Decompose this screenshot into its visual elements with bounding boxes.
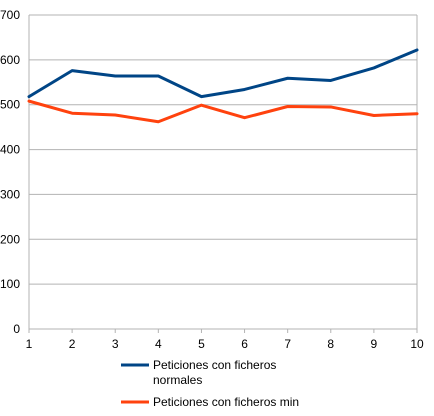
y-tick-label: 600 bbox=[0, 53, 20, 67]
x-tick-label: 2 bbox=[69, 337, 76, 351]
x-tick-label: 8 bbox=[327, 337, 334, 351]
x-tick-label: 4 bbox=[155, 337, 162, 351]
x-tick-label: 9 bbox=[371, 337, 378, 351]
legend-label: Peticiones con ficheros min bbox=[153, 395, 299, 409]
x-tick-label: 3 bbox=[112, 337, 119, 351]
series-line-2 bbox=[27, 99, 419, 124]
x-tick-label: 10 bbox=[410, 337, 424, 351]
y-tick-label: 700 bbox=[0, 8, 20, 22]
x-tick-label: 6 bbox=[241, 337, 248, 351]
legend-label: Peticiones con ficheros bbox=[153, 358, 276, 372]
x-tick-label: 1 bbox=[26, 337, 33, 351]
y-tick-label: 400 bbox=[0, 143, 20, 157]
x-tick-label: 5 bbox=[198, 337, 205, 351]
grid bbox=[28, 14, 418, 330]
y-axis-ticks: 0 100 200 300 400 500 600 700 bbox=[0, 8, 20, 336]
y-tick-label: 300 bbox=[0, 187, 20, 201]
y-tick-label: 0 bbox=[13, 322, 20, 336]
series-lines bbox=[27, 48, 419, 124]
y-tick-label: 100 bbox=[0, 277, 20, 291]
series-line-1 bbox=[27, 48, 419, 99]
x-tick-label: 7 bbox=[284, 337, 291, 351]
y-tick-label: 500 bbox=[0, 98, 20, 112]
legend-label: normales bbox=[153, 373, 202, 387]
x-axis-ticks: 1 2 3 4 5 6 7 8 9 10 bbox=[26, 329, 424, 351]
y-tick-label: 200 bbox=[0, 232, 20, 246]
